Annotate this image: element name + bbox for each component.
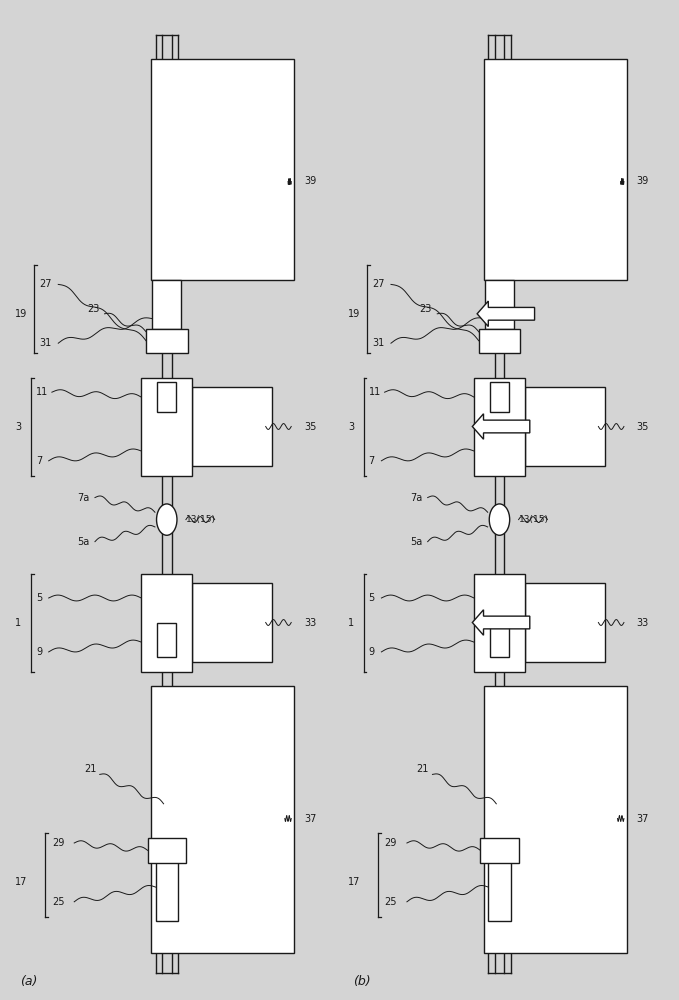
Text: 31: 31 [39,338,52,348]
Bar [158,382,177,412]
Bar [483,59,627,279]
Text: 21: 21 [84,764,96,774]
Text: 39: 39 [637,176,649,186]
Bar [158,622,177,657]
Text: 7a: 7a [410,493,422,503]
Text: 7a: 7a [77,493,90,503]
Text: 23: 23 [420,304,432,314]
Text: 33: 33 [637,617,649,628]
Bar [141,574,192,672]
Bar [485,279,514,328]
Bar [474,377,525,476]
Text: 3: 3 [15,422,21,432]
Text: 7: 7 [36,456,42,466]
Polygon shape [477,301,534,327]
Bar [141,377,192,476]
Bar [192,387,272,466]
Text: 3: 3 [348,422,354,432]
Text: 29: 29 [52,838,65,848]
Polygon shape [473,414,530,439]
Text: 35: 35 [304,422,316,432]
Text: 27: 27 [39,279,52,289]
Text: 33: 33 [304,617,316,628]
Text: 5a: 5a [77,537,90,547]
Text: 25: 25 [52,897,65,907]
Text: (b): (b) [352,975,370,988]
Circle shape [490,504,510,535]
Bar [147,838,186,863]
Bar [488,843,511,921]
Text: 27: 27 [372,279,384,289]
Text: 37: 37 [304,814,316,824]
Bar [483,686,627,953]
Bar [479,328,520,353]
Bar [192,583,272,662]
Text: 7: 7 [369,456,375,466]
Text: 9: 9 [36,647,42,657]
Text: (a): (a) [20,975,37,988]
Bar [146,328,187,353]
Text: 11: 11 [36,387,48,397]
Text: 37: 37 [637,814,649,824]
Bar [474,574,525,672]
Bar [525,387,605,466]
Text: 17: 17 [348,877,361,887]
Text: 1: 1 [15,617,21,628]
Text: 5: 5 [36,593,42,603]
Text: 5a: 5a [410,537,422,547]
Bar [525,583,605,662]
Text: 21: 21 [416,764,429,774]
Text: 25: 25 [384,897,397,907]
Text: 35: 35 [637,422,649,432]
Bar [151,686,295,953]
Text: 11: 11 [369,387,381,397]
Text: 1: 1 [348,617,354,628]
Text: 31: 31 [372,338,384,348]
Text: 13(15): 13(15) [519,515,549,524]
Bar [152,279,181,328]
Text: 9: 9 [369,647,375,657]
Bar [490,622,509,657]
Text: 13(15): 13(15) [186,515,216,524]
Text: 5: 5 [369,593,375,603]
Polygon shape [473,610,530,635]
Text: 19: 19 [15,309,27,319]
Text: 39: 39 [304,176,316,186]
Bar [155,843,178,921]
Text: 23: 23 [87,304,99,314]
Text: 17: 17 [15,877,28,887]
Circle shape [157,504,177,535]
Bar [480,838,519,863]
Text: 19: 19 [348,309,360,319]
Text: 29: 29 [384,838,397,848]
Bar [490,382,509,412]
Bar [151,59,295,279]
